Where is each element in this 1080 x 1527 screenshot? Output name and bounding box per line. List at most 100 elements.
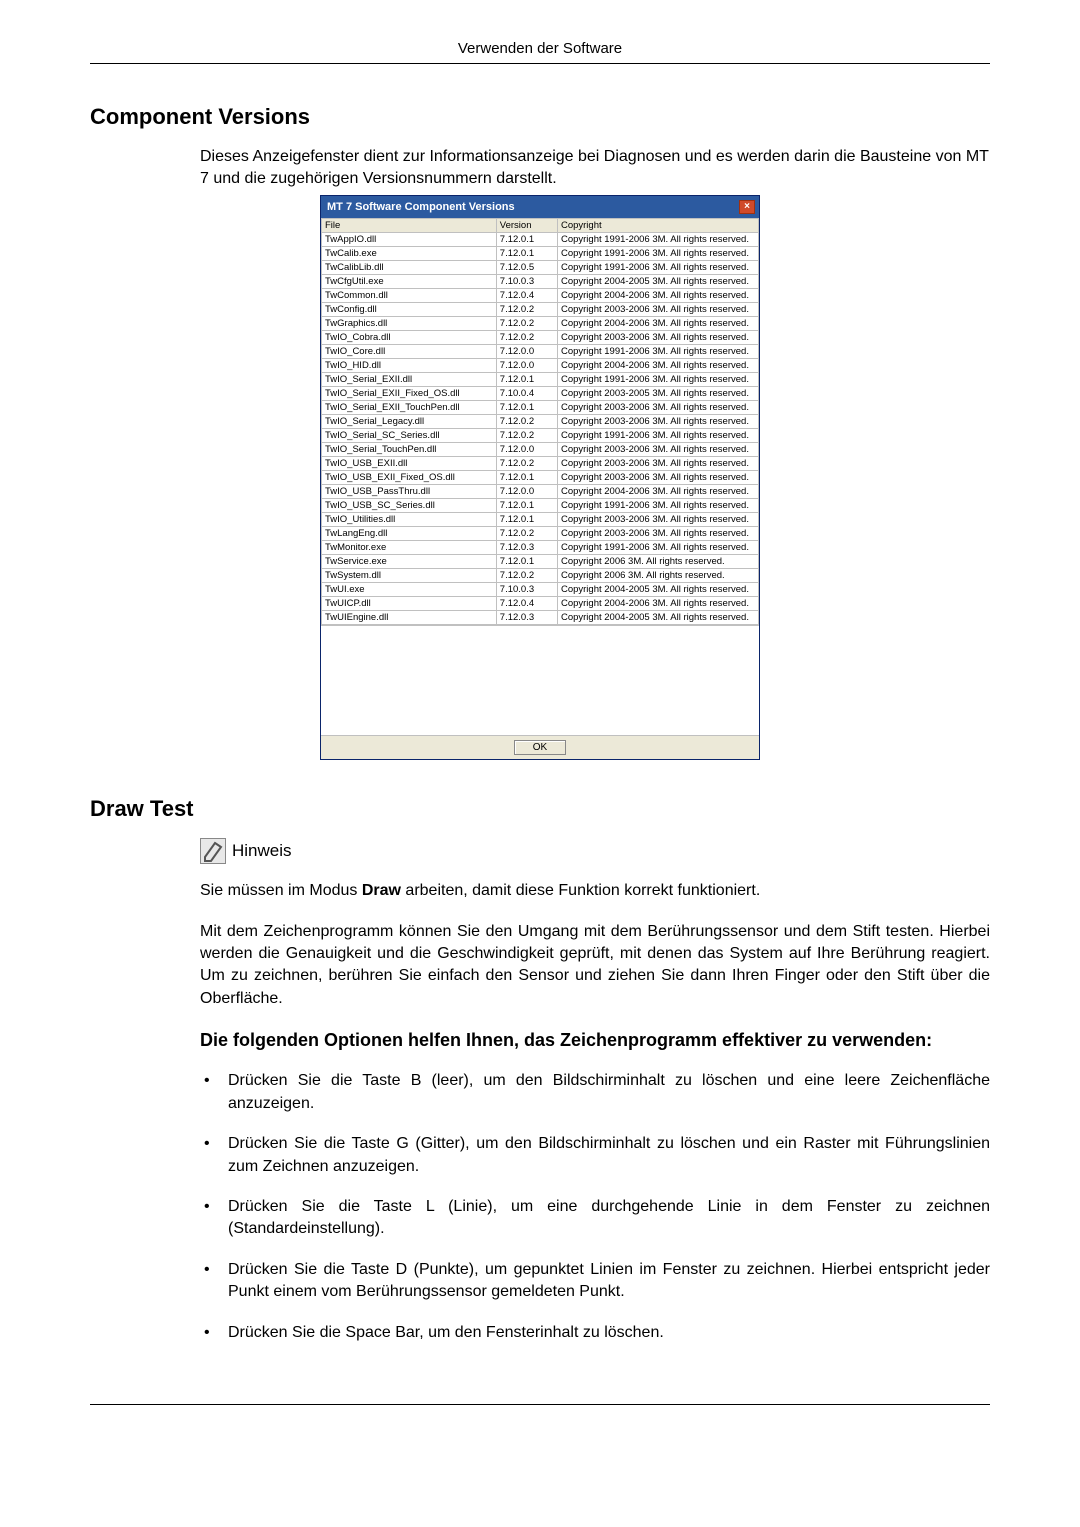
cell-copyright: Copyright 2003-2006 3M. All rights reser… (557, 443, 758, 457)
cell-file: TwCalib.exe (322, 247, 497, 261)
table-row: TwIO_Cobra.dll7.12.0.2Copyright 2003-200… (322, 331, 759, 345)
table-row: TwIO_USB_EXII_Fixed_OS.dll7.12.0.1Copyri… (322, 471, 759, 485)
table-row: TwLangEng.dll7.12.0.2Copyright 2003-2006… (322, 527, 759, 541)
dialog-titlebar: MT 7 Software Component Versions × (321, 196, 759, 218)
cell-file: TwLangEng.dll (322, 527, 497, 541)
cell-file: TwAppIO.dll (322, 233, 497, 247)
cell-version: 7.12.0.1 (496, 499, 557, 513)
list-item: Drücken Sie die Space Bar, um den Fenste… (200, 1322, 990, 1344)
cell-file: TwConfig.dll (322, 303, 497, 317)
cell-file: TwIO_Utilities.dll (322, 513, 497, 527)
table-row: TwAppIO.dll7.12.0.1Copyright 1991-2006 3… (322, 233, 759, 247)
cell-file: TwUICP.dll (322, 597, 497, 611)
col-version: Version (496, 219, 557, 233)
section1-intro: Dieses Anzeigefenster dient zur Informat… (200, 146, 990, 189)
dialog-button-row: OK (321, 735, 759, 759)
cell-file: TwIO_Serial_EXII_Fixed_OS.dll (322, 387, 497, 401)
cell-copyright: Copyright 1991-2006 3M. All rights reser… (557, 429, 758, 443)
section-draw-test-title: Draw Test (90, 796, 990, 822)
cell-copyright: Copyright 1991-2006 3M. All rights reser… (557, 261, 758, 275)
table-row: TwMonitor.exe7.12.0.3Copyright 1991-2006… (322, 541, 759, 555)
cell-file: TwIO_Serial_EXII.dll (322, 373, 497, 387)
cell-file: TwCalibLib.dll (322, 261, 497, 275)
versions-table: File Version Copyright TwAppIO.dll7.12.0… (321, 218, 759, 625)
cell-copyright: Copyright 2004-2006 3M. All rights reser… (557, 597, 758, 611)
footer-rule (90, 1404, 990, 1405)
cell-version: 7.12.0.5 (496, 261, 557, 275)
cell-copyright: Copyright 2003-2006 3M. All rights reser… (557, 457, 758, 471)
cell-version: 7.12.0.1 (496, 373, 557, 387)
cell-version: 7.12.0.2 (496, 303, 557, 317)
table-row: TwIO_Serial_EXII_TouchPen.dll7.12.0.1Cop… (322, 401, 759, 415)
cell-copyright: Copyright 2004-2006 3M. All rights reser… (557, 317, 758, 331)
table-row: TwIO_Serial_TouchPen.dll7.12.0.0Copyrigh… (322, 443, 759, 457)
dialog-empty-area (321, 625, 759, 735)
cell-copyright: Copyright 2004-2005 3M. All rights reser… (557, 275, 758, 289)
cell-copyright: Copyright 1991-2006 3M. All rights reser… (557, 247, 758, 261)
cell-version: 7.12.0.2 (496, 429, 557, 443)
cell-file: TwIO_Core.dll (322, 345, 497, 359)
cell-version: 7.12.0.1 (496, 401, 557, 415)
cell-copyright: Copyright 2003-2006 3M. All rights reser… (557, 513, 758, 527)
cell-copyright: Copyright 2003-2006 3M. All rights reser… (557, 471, 758, 485)
table-row: TwIO_Core.dll7.12.0.0Copyright 1991-2006… (322, 345, 759, 359)
cell-file: TwIO_Serial_EXII_TouchPen.dll (322, 401, 497, 415)
cell-copyright: Copyright 2003-2005 3M. All rights reser… (557, 387, 758, 401)
cell-version: 7.10.0.3 (496, 275, 557, 289)
component-versions-dialog: MT 7 Software Component Versions × File … (320, 195, 760, 760)
section-component-versions-title: Component Versions (90, 104, 990, 130)
cell-version: 7.12.0.1 (496, 233, 557, 247)
table-row: TwIO_Serial_EXII.dll7.12.0.1Copyright 19… (322, 373, 759, 387)
table-row: TwCalibLib.dll7.12.0.5Copyright 1991-200… (322, 261, 759, 275)
cell-copyright: Copyright 2003-2006 3M. All rights reser… (557, 303, 758, 317)
cell-copyright: Copyright 2004-2005 3M. All rights reser… (557, 611, 758, 625)
hinweis-row: Hinweis (200, 838, 990, 864)
cell-file: TwSystem.dll (322, 569, 497, 583)
table-row: TwUI.exe7.10.0.3Copyright 2004-2005 3M. … (322, 583, 759, 597)
cell-file: TwCfgUtil.exe (322, 275, 497, 289)
close-icon[interactable]: × (739, 200, 755, 214)
table-row: TwUIEngine.dll7.12.0.3Copyright 2004-200… (322, 611, 759, 625)
cell-file: TwIO_USB_EXII_Fixed_OS.dll (322, 471, 497, 485)
list-item: Drücken Sie die Taste B (leer), um den B… (200, 1070, 990, 1115)
cell-version: 7.10.0.4 (496, 387, 557, 401)
cell-version: 7.12.0.2 (496, 569, 557, 583)
list-item: Drücken Sie die Taste G (Gitter), um den… (200, 1133, 990, 1178)
table-row: TwConfig.dll7.12.0.2Copyright 2003-2006 … (322, 303, 759, 317)
table-row: TwIO_Utilities.dll7.12.0.1Copyright 2003… (322, 513, 759, 527)
cell-copyright: Copyright 1991-2006 3M. All rights reser… (557, 373, 758, 387)
table-row: TwCfgUtil.exe7.10.0.3Copyright 2004-2005… (322, 275, 759, 289)
cell-file: TwUI.exe (322, 583, 497, 597)
cell-version: 7.10.0.3 (496, 583, 557, 597)
cell-file: TwMonitor.exe (322, 541, 497, 555)
dialog-title: MT 7 Software Component Versions (327, 201, 515, 213)
cell-copyright: Copyright 1991-2006 3M. All rights reser… (557, 233, 758, 247)
cell-copyright: Copyright 2004-2005 3M. All rights reser… (557, 583, 758, 597)
table-row: TwCalib.exe7.12.0.1Copyright 1991-2006 3… (322, 247, 759, 261)
cell-version: 7.12.0.1 (496, 247, 557, 261)
col-copyright: Copyright (557, 219, 758, 233)
dialog-container: MT 7 Software Component Versions × File … (90, 195, 990, 760)
page-header: Verwenden der Software (90, 40, 990, 64)
table-row: TwIO_USB_SC_Series.dll7.12.0.1Copyright … (322, 499, 759, 513)
cell-copyright: Copyright 2003-2006 3M. All rights reser… (557, 331, 758, 345)
cell-version: 7.12.0.2 (496, 457, 557, 471)
cell-version: 7.12.0.1 (496, 471, 557, 485)
cell-version: 7.12.0.0 (496, 443, 557, 457)
cell-copyright: Copyright 2003-2006 3M. All rights reser… (557, 415, 758, 429)
cell-file: TwIO_Serial_SC_Series.dll (322, 429, 497, 443)
cell-version: 7.12.0.1 (496, 513, 557, 527)
cell-version: 7.12.0.3 (496, 611, 557, 625)
cell-version: 7.12.0.2 (496, 317, 557, 331)
cell-version: 7.12.0.2 (496, 527, 557, 541)
list-item: Drücken Sie die Taste L (Linie), um eine… (200, 1196, 990, 1241)
cell-file: TwIO_USB_SC_Series.dll (322, 499, 497, 513)
cell-file: TwIO_HID.dll (322, 359, 497, 373)
table-row: TwUICP.dll7.12.0.4Copyright 2004-2006 3M… (322, 597, 759, 611)
cell-copyright: Copyright 1991-2006 3M. All rights reser… (557, 499, 758, 513)
cell-file: TwIO_Cobra.dll (322, 331, 497, 345)
table-row: TwService.exe7.12.0.1Copyright 2006 3M. … (322, 555, 759, 569)
cell-copyright: Copyright 2004-2006 3M. All rights reser… (557, 485, 758, 499)
cell-version: 7.12.0.0 (496, 485, 557, 499)
ok-button[interactable]: OK (514, 740, 566, 755)
